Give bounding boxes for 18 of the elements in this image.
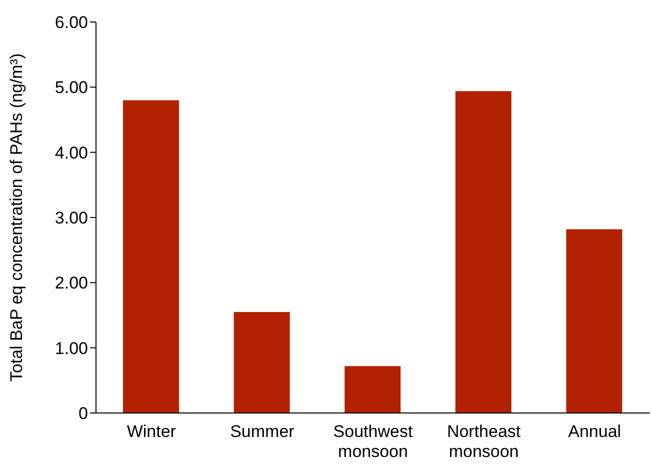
y-tick-label: 5.00 [54, 78, 88, 98]
y-tick-label: 1.00 [54, 338, 88, 358]
y-tick-label: 0 [78, 404, 88, 424]
bar [455, 91, 512, 413]
x-tick-label: Southwest monsoon [333, 422, 413, 461]
y-axis-title: Total BaP eq concentration of PAHs (ng/m³) [7, 53, 26, 382]
y-tick-label: 3.00 [54, 208, 88, 228]
y-tick-label: 4.00 [54, 143, 88, 162]
x-tick-label: Annual [568, 422, 622, 441]
bar [234, 312, 290, 413]
x-tick-label: Winter [126, 422, 176, 441]
bar [566, 229, 622, 413]
x-tick-label: Summer [230, 422, 295, 441]
x-tick-label: Northeast monsoon [446, 422, 521, 461]
y-tick-label: 6.00 [54, 13, 88, 32]
bar [344, 366, 401, 413]
bar [123, 100, 179, 413]
y-tick-label: 2.00 [54, 274, 88, 293]
